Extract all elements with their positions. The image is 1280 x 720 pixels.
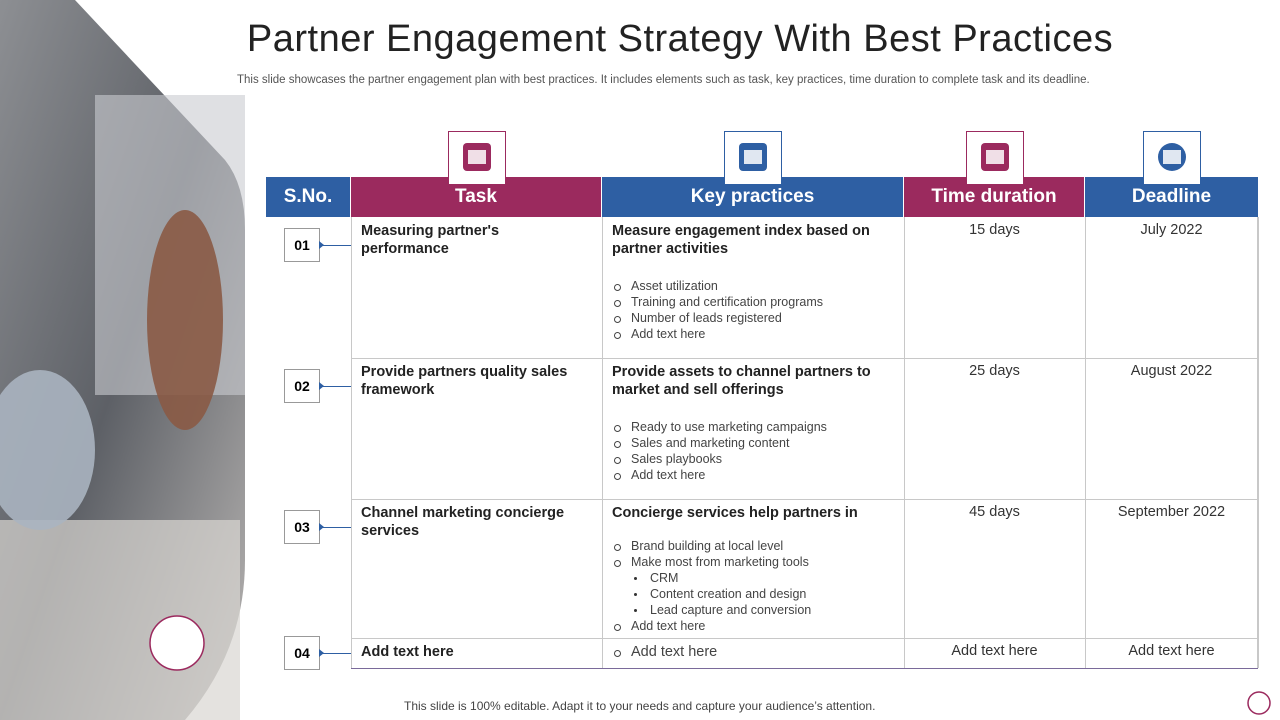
col-border bbox=[351, 638, 352, 668]
col-border bbox=[1258, 217, 1259, 358]
bullet-circle bbox=[614, 544, 621, 551]
practice: Add text here bbox=[631, 327, 706, 341]
bullet-circle bbox=[614, 300, 621, 307]
icon bbox=[447, 131, 506, 185]
practice: Brand building at local level bbox=[631, 539, 784, 553]
sub-bullet bbox=[634, 609, 637, 612]
practice: Add text here bbox=[631, 619, 706, 633]
practice-heading: Provide assets to channel partners to ma… bbox=[612, 364, 871, 398]
bullet-circle bbox=[614, 457, 621, 464]
task: Channel marketing concierge services bbox=[361, 505, 565, 539]
duration: 25 days bbox=[969, 363, 1020, 379]
sub-bullet bbox=[634, 577, 637, 580]
col-border bbox=[351, 217, 352, 358]
connector-arrow bbox=[319, 382, 324, 390]
col-border bbox=[1085, 638, 1086, 668]
icon bbox=[965, 131, 1024, 185]
deadline: Add text here bbox=[1128, 643, 1215, 659]
header-cell: S.No. bbox=[266, 177, 350, 217]
connector bbox=[320, 653, 351, 654]
practice-item: Lead capture and conversion bbox=[650, 603, 812, 617]
col-border bbox=[1258, 638, 1259, 668]
bullet-circle bbox=[614, 284, 621, 291]
task: Measuring partner's performance bbox=[361, 223, 500, 257]
task: Provide partners quality sales framework bbox=[361, 364, 568, 398]
duration: 45 days bbox=[969, 504, 1020, 520]
row-number: 03 bbox=[284, 510, 320, 544]
bullet-circle bbox=[614, 441, 621, 448]
col-border bbox=[602, 638, 603, 668]
table-right bbox=[1257, 217, 1258, 668]
col-border bbox=[904, 358, 905, 499]
deadline: September 2022 bbox=[1117, 504, 1226, 520]
col-border bbox=[1085, 217, 1086, 358]
row-border bbox=[351, 668, 1258, 669]
bullet-circle bbox=[614, 650, 621, 657]
col-border bbox=[1085, 499, 1086, 638]
icon bbox=[1142, 131, 1201, 185]
practice: Sales playbooks bbox=[631, 452, 723, 466]
deadline: July 2022 bbox=[1140, 222, 1203, 238]
title: Partner Engagement Strategy With Best Pr… bbox=[246, 18, 1114, 60]
duration: 15 days bbox=[969, 222, 1020, 238]
row-number: 01 bbox=[284, 228, 320, 262]
col-border bbox=[351, 499, 352, 638]
footer: This slide is 100% editable. Adapt it to… bbox=[404, 699, 876, 713]
subtitle: This slide showcases the partner engagem… bbox=[237, 74, 1090, 86]
col-border bbox=[904, 638, 905, 668]
connector-arrow bbox=[319, 241, 324, 249]
connector-arrow bbox=[319, 523, 324, 531]
icon bbox=[724, 131, 782, 185]
col-border bbox=[1258, 358, 1259, 499]
row-border bbox=[351, 358, 1258, 359]
task: Add text here bbox=[361, 644, 454, 660]
row-number: 04 bbox=[284, 636, 320, 670]
col-border bbox=[602, 499, 603, 638]
practice: Add text here bbox=[631, 468, 706, 482]
practice: Add text here bbox=[631, 644, 718, 660]
bullet-circle bbox=[614, 316, 621, 323]
practice-heading: Concierge services help partners in bbox=[612, 505, 858, 521]
col-border bbox=[351, 358, 352, 499]
practice: Sales and marketing content bbox=[631, 436, 790, 450]
practice: Asset utilization bbox=[631, 279, 718, 293]
col-border bbox=[904, 499, 905, 638]
col-border bbox=[1085, 358, 1086, 499]
connector bbox=[320, 386, 351, 387]
bullet-circle bbox=[614, 473, 621, 480]
col-border bbox=[1258, 499, 1259, 638]
duration: Add text here bbox=[951, 643, 1038, 659]
practice-item: CRM bbox=[650, 571, 679, 585]
bullet-circle bbox=[614, 624, 621, 631]
practice-item: Content creation and design bbox=[650, 587, 807, 601]
connector-arrow bbox=[319, 649, 324, 657]
col-border bbox=[904, 217, 905, 358]
col-border bbox=[602, 358, 603, 499]
photo-panel bbox=[0, 0, 245, 720]
practice: Make most from marketing tools bbox=[631, 555, 809, 569]
bullet-circle bbox=[614, 425, 621, 432]
row-border bbox=[351, 638, 1258, 639]
practice-heading: Measure engagement index based on partne… bbox=[612, 223, 870, 257]
row-number: 02 bbox=[284, 369, 320, 403]
sub-bullet bbox=[634, 593, 637, 596]
connector bbox=[320, 245, 351, 246]
bullet-circle bbox=[614, 332, 621, 339]
practice: Training and certification programs bbox=[631, 295, 823, 309]
practice: Ready to use marketing campaigns bbox=[631, 420, 827, 434]
connector bbox=[320, 527, 351, 528]
col-border bbox=[602, 217, 603, 358]
bullet-circle bbox=[614, 560, 621, 567]
practice: Number of leads registered bbox=[631, 311, 782, 325]
deadline: August 2022 bbox=[1130, 363, 1213, 379]
row-border bbox=[351, 499, 1258, 500]
